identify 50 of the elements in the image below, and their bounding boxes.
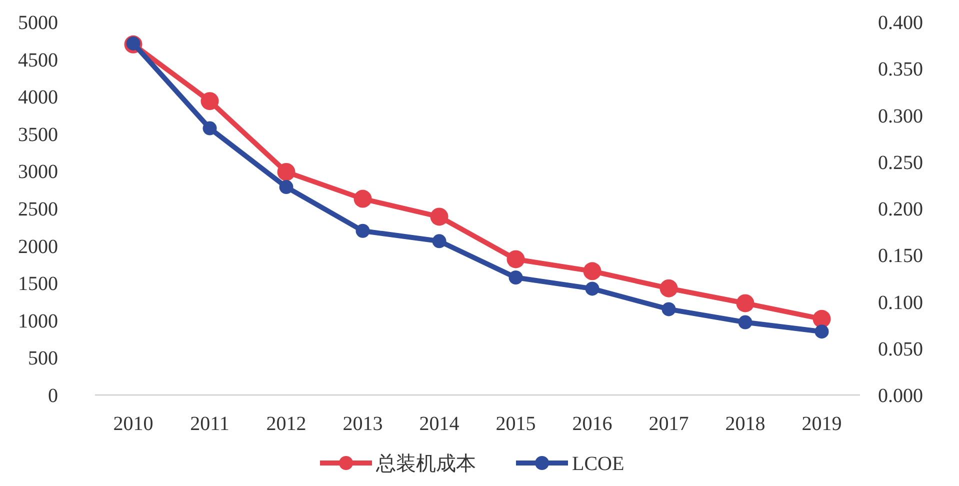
point [585, 282, 600, 296]
y2-tick-label: 0.300 [878, 105, 923, 128]
x-tick-label: 2010 [113, 413, 154, 435]
y-tick-label: 5000 [18, 12, 58, 34]
point [508, 270, 523, 285]
y-tick-label: 4000 [18, 86, 58, 109]
legend-label: LCOE [572, 453, 624, 475]
point [432, 234, 446, 248]
y2-tick-label: 0.200 [878, 198, 923, 220]
y-tick-label: 4500 [18, 49, 58, 72]
x-tick-label: 2017 [648, 413, 689, 435]
y2-tick-label: 0.150 [878, 245, 923, 268]
x-tick-label: 2012 [266, 413, 306, 435]
x-tick-label: 2016 [572, 413, 612, 435]
point [738, 315, 752, 330]
point [736, 294, 754, 312]
point [356, 224, 370, 238]
y-tick-label: 2500 [18, 198, 58, 220]
y2-tick-label: 0.400 [878, 12, 923, 34]
y2-tick-label: 0.100 [878, 292, 923, 314]
y2-tick-label: 0.000 [878, 385, 923, 407]
x-tick-label: 2015 [496, 413, 536, 435]
x-tick-label: 2011 [190, 413, 230, 435]
y2-tick-label: 0.050 [878, 338, 923, 360]
y-tick-label: 2000 [18, 236, 58, 258]
y2-tick-label: 0.350 [878, 58, 923, 81]
y-tick-label: 0 [48, 385, 58, 407]
point [430, 208, 448, 226]
point [354, 190, 372, 208]
x-tick-label: 2018 [725, 413, 766, 435]
y-tick-label: 1000 [18, 310, 58, 332]
x-tick-label: 2014 [419, 413, 460, 435]
point [279, 180, 294, 194]
point [814, 324, 829, 339]
point [662, 302, 676, 316]
point [812, 310, 831, 328]
legend-label: 总装机成本 [375, 453, 476, 475]
y2-tick-label: 0.250 [878, 152, 923, 174]
point [506, 250, 525, 268]
y-tick-label: 1500 [18, 273, 58, 296]
point [660, 279, 678, 298]
y-tick-label: 3000 [18, 161, 58, 184]
x-tick-label: 2019 [802, 413, 842, 435]
y-tick-label: 500 [28, 348, 58, 370]
y-tick-label: 3500 [18, 124, 58, 146]
point [277, 162, 296, 181]
x-tick-label: 2013 [342, 413, 383, 435]
point [583, 262, 602, 280]
point [200, 92, 219, 110]
point [202, 121, 217, 136]
